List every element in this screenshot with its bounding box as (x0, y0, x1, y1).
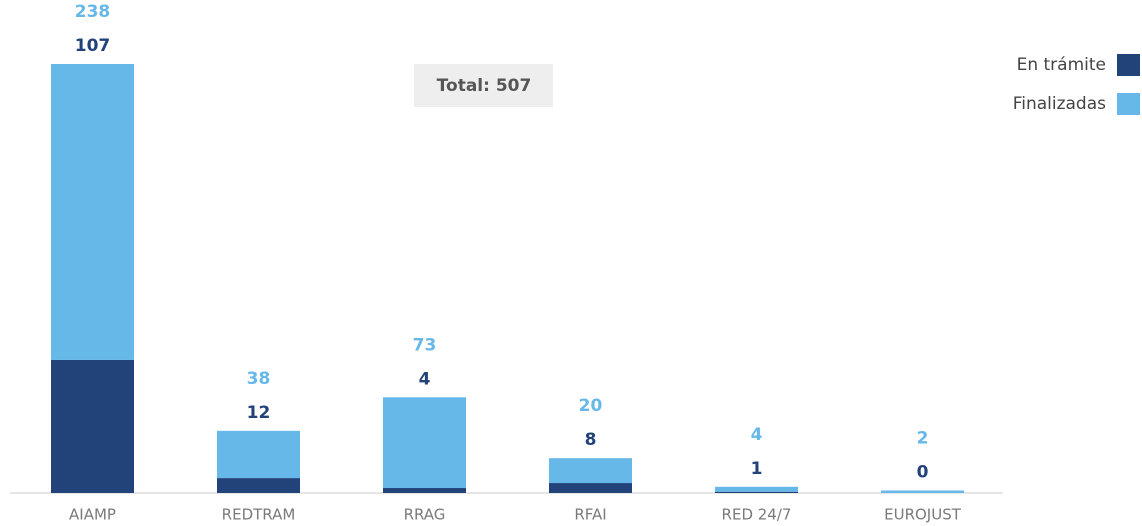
bar-segment (217, 478, 300, 493)
value-label: 0 (917, 463, 929, 483)
bar-segment (715, 491, 798, 493)
legend-swatch (1117, 54, 1140, 76)
bar-segment (549, 458, 632, 484)
bar-segment (383, 488, 466, 493)
x-tick-label: RRAG (404, 506, 446, 524)
x-tick-label: RFAI (574, 506, 606, 524)
value-label: 73 (413, 335, 437, 355)
bar-segment (715, 486, 798, 492)
bar-segment (881, 490, 964, 493)
legend-label: En trámite (1017, 55, 1106, 75)
legend-label: Finalizadas (1013, 94, 1106, 114)
value-label: 12 (247, 403, 271, 423)
legend-swatch (1117, 93, 1140, 115)
value-label: 38 (247, 369, 271, 389)
value-label: 238 (75, 2, 111, 22)
bar-segment (383, 397, 466, 489)
total-box (414, 64, 553, 107)
value-label: 2 (917, 429, 929, 449)
x-tick-label: REDTRAM (222, 506, 296, 524)
value-label: 20 (579, 396, 603, 416)
total-annotation: Total: 507 (437, 76, 532, 96)
bar-segment (217, 430, 300, 479)
x-tick-label: RED 24/7 (722, 506, 792, 524)
value-label: 107 (75, 36, 111, 56)
value-label: 4 (419, 369, 431, 389)
bar-segment (549, 483, 632, 493)
x-tick-label: AIAMP (69, 506, 116, 524)
value-label: 1 (751, 459, 763, 479)
bar-segment (51, 359, 134, 493)
x-tick-label: EUROJUST (884, 506, 962, 524)
value-label: 8 (585, 430, 597, 450)
value-label: 4 (751, 425, 763, 445)
bar-segment (51, 64, 134, 360)
